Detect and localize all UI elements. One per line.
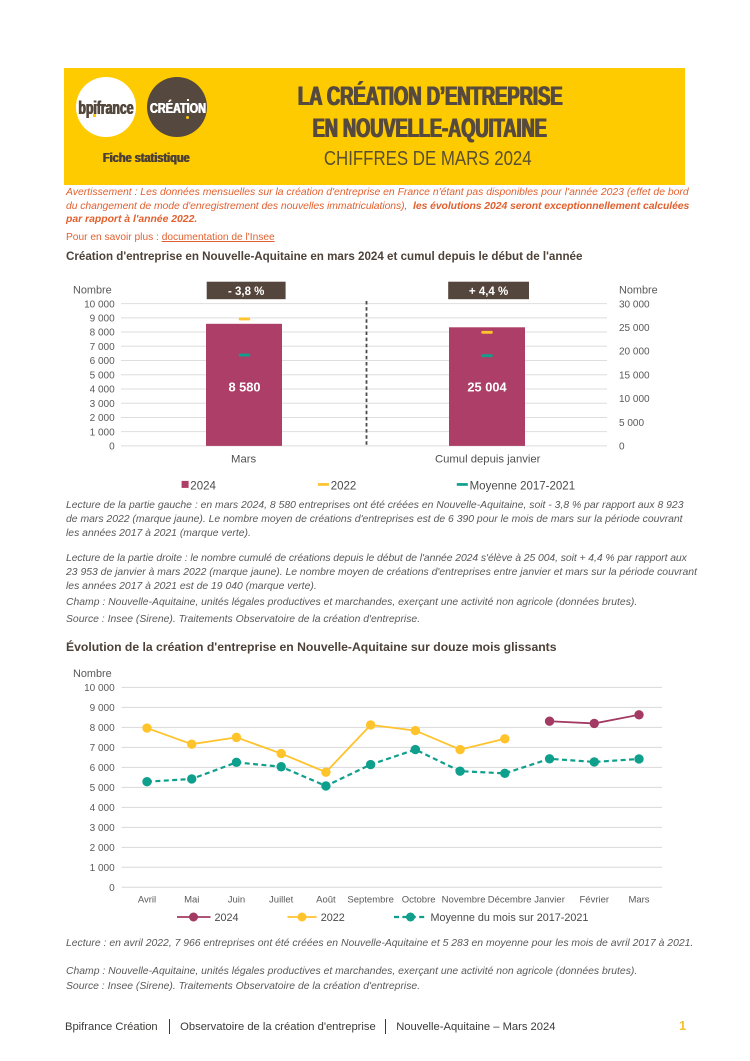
svg-text:Mars: Mars: [628, 894, 649, 905]
svg-text:Septembre: Septembre: [347, 894, 393, 905]
svg-text:4 000: 4 000: [90, 385, 115, 396]
svg-text:Mai: Mai: [184, 894, 199, 905]
svg-text:Avril: Avril: [138, 894, 156, 905]
svg-text:+ 4,4 %: + 4,4 %: [469, 286, 508, 298]
svg-text:1 000: 1 000: [90, 427, 115, 438]
svg-text:2022: 2022: [331, 480, 357, 492]
svg-text:7 000: 7 000: [90, 743, 115, 754]
svg-text:Janvier: Janvier: [534, 894, 565, 905]
svg-text:3 000: 3 000: [90, 399, 115, 410]
svg-text:2024: 2024: [190, 480, 216, 492]
svg-text:3 000: 3 000: [90, 823, 115, 834]
svg-text:9 000: 9 000: [90, 313, 115, 324]
svg-text:- 3,8 %: - 3,8 %: [228, 286, 264, 298]
svg-text:5 000: 5 000: [619, 418, 644, 429]
svg-text:Nombre: Nombre: [73, 668, 112, 680]
svg-text:Octobre: Octobre: [402, 894, 436, 905]
svg-text:30 000: 30 000: [619, 299, 650, 310]
svg-text:Juillet: Juillet: [269, 894, 294, 905]
svg-text:8 580: 8 580: [228, 380, 260, 395]
svg-text:15 000: 15 000: [619, 370, 650, 381]
svg-text:Février: Février: [579, 894, 609, 905]
svg-text:0: 0: [619, 442, 625, 453]
svg-text:0: 0: [109, 883, 115, 894]
svg-text:25 004: 25 004: [467, 380, 507, 395]
svg-text:25 000: 25 000: [619, 323, 650, 334]
svg-text:10 000: 10 000: [84, 683, 115, 694]
svg-text:20 000: 20 000: [619, 347, 650, 358]
svg-text:5 000: 5 000: [90, 783, 115, 794]
svg-text:Juin: Juin: [228, 894, 245, 905]
svg-text:6 000: 6 000: [90, 763, 115, 774]
svg-text:Moyenne 2017-2021: Moyenne 2017-2021: [470, 480, 575, 492]
svg-text:1 000: 1 000: [90, 863, 115, 874]
svg-text:Novembre: Novembre: [442, 894, 486, 905]
svg-text:Décembre: Décembre: [488, 894, 532, 905]
svg-text:4 000: 4 000: [90, 803, 115, 814]
svg-text:2024: 2024: [215, 912, 239, 924]
svg-text:8 000: 8 000: [90, 723, 115, 734]
svg-text:5 000: 5 000: [90, 370, 115, 381]
svg-text:0: 0: [109, 442, 115, 453]
svg-text:2022: 2022: [321, 912, 345, 924]
svg-text:Nombre: Nombre: [619, 284, 658, 296]
svg-text:10 000: 10 000: [84, 299, 115, 310]
svg-text:2 000: 2 000: [90, 843, 115, 854]
svg-text:8 000: 8 000: [90, 328, 115, 339]
svg-text:Cumul depuis janvier: Cumul depuis janvier: [435, 453, 541, 465]
svg-text:7 000: 7 000: [90, 342, 115, 353]
svg-text:9 000: 9 000: [90, 703, 115, 714]
svg-text:2 000: 2 000: [90, 413, 115, 424]
svg-text:10 000: 10 000: [619, 394, 650, 405]
svg-text:Mars: Mars: [231, 453, 256, 465]
svg-text:Août: Août: [316, 894, 336, 905]
svg-text:6 000: 6 000: [90, 356, 115, 367]
svg-text:Nombre: Nombre: [73, 284, 112, 296]
svg-text:Moyenne du mois sur 2017-2021: Moyenne du mois sur 2017-2021: [431, 912, 589, 924]
